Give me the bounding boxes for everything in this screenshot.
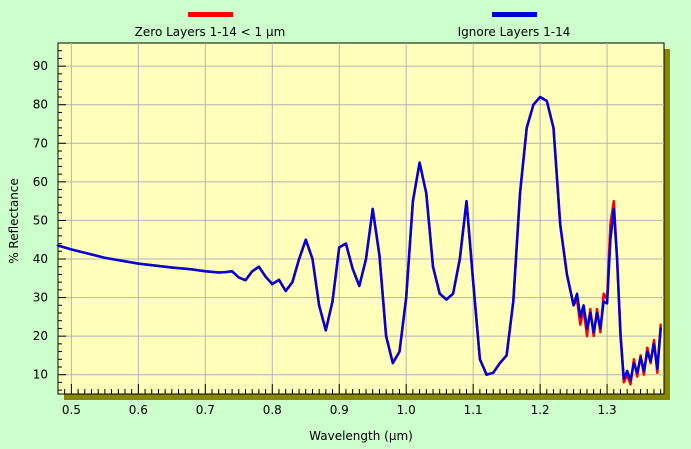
y-tick-label: 60 (33, 175, 48, 189)
plot-area (57, 42, 665, 395)
x-tick-labels: 0.5 0.6 0.7 0.8 0.9 1.0 1.1 1.2 1.3 (62, 403, 617, 417)
x-tick-label: 0.6 (129, 403, 148, 417)
legend-swatch-zero-layers (188, 12, 233, 17)
legend-label-ignore-layers: Ignore Layers 1-14 (458, 25, 571, 39)
legend-label-zero-layers: Zero Layers 1-14 < 1 µm (135, 25, 286, 39)
y-tick-label: 40 (33, 252, 48, 266)
x-tick-label: 0.8 (263, 403, 282, 417)
legend-swatch-ignore-layers (492, 12, 537, 17)
axis-ticks (57, 42, 662, 394)
grid (58, 43, 664, 394)
legend: Zero Layers 1-14 < 1 µm Ignore Layers 1-… (135, 12, 571, 39)
series-line-ignore-layers (56, 95, 662, 382)
x-tick-label: 0.7 (196, 403, 215, 417)
y-tick-label: 80 (33, 98, 48, 112)
x-tick-label: 0.9 (330, 403, 349, 417)
x-tick-label: 1.1 (464, 403, 483, 417)
series-lines (56, 95, 662, 386)
y-tick-labels: 10 20 30 40 50 60 70 80 90 (33, 59, 48, 382)
plot-shadow-right (664, 49, 670, 400)
y-tick-label: 30 (33, 291, 48, 305)
y-tick-label: 20 (33, 329, 48, 343)
y-tick-label: 50 (33, 213, 48, 227)
y-tick-label: 70 (33, 136, 48, 150)
x-tick-label: 1.0 (397, 403, 416, 417)
y-axis-title: % Reflectance (7, 178, 21, 264)
x-tick-label: 0.5 (62, 403, 81, 417)
y-tick-label: 10 (33, 368, 48, 382)
x-axis-title: Wavelength (µm) (309, 429, 413, 443)
y-tick-label: 90 (33, 59, 48, 73)
plot-shadow-bottom (64, 394, 670, 400)
x-tick-label: 1.3 (598, 403, 617, 417)
x-tick-label: 1.2 (531, 403, 550, 417)
